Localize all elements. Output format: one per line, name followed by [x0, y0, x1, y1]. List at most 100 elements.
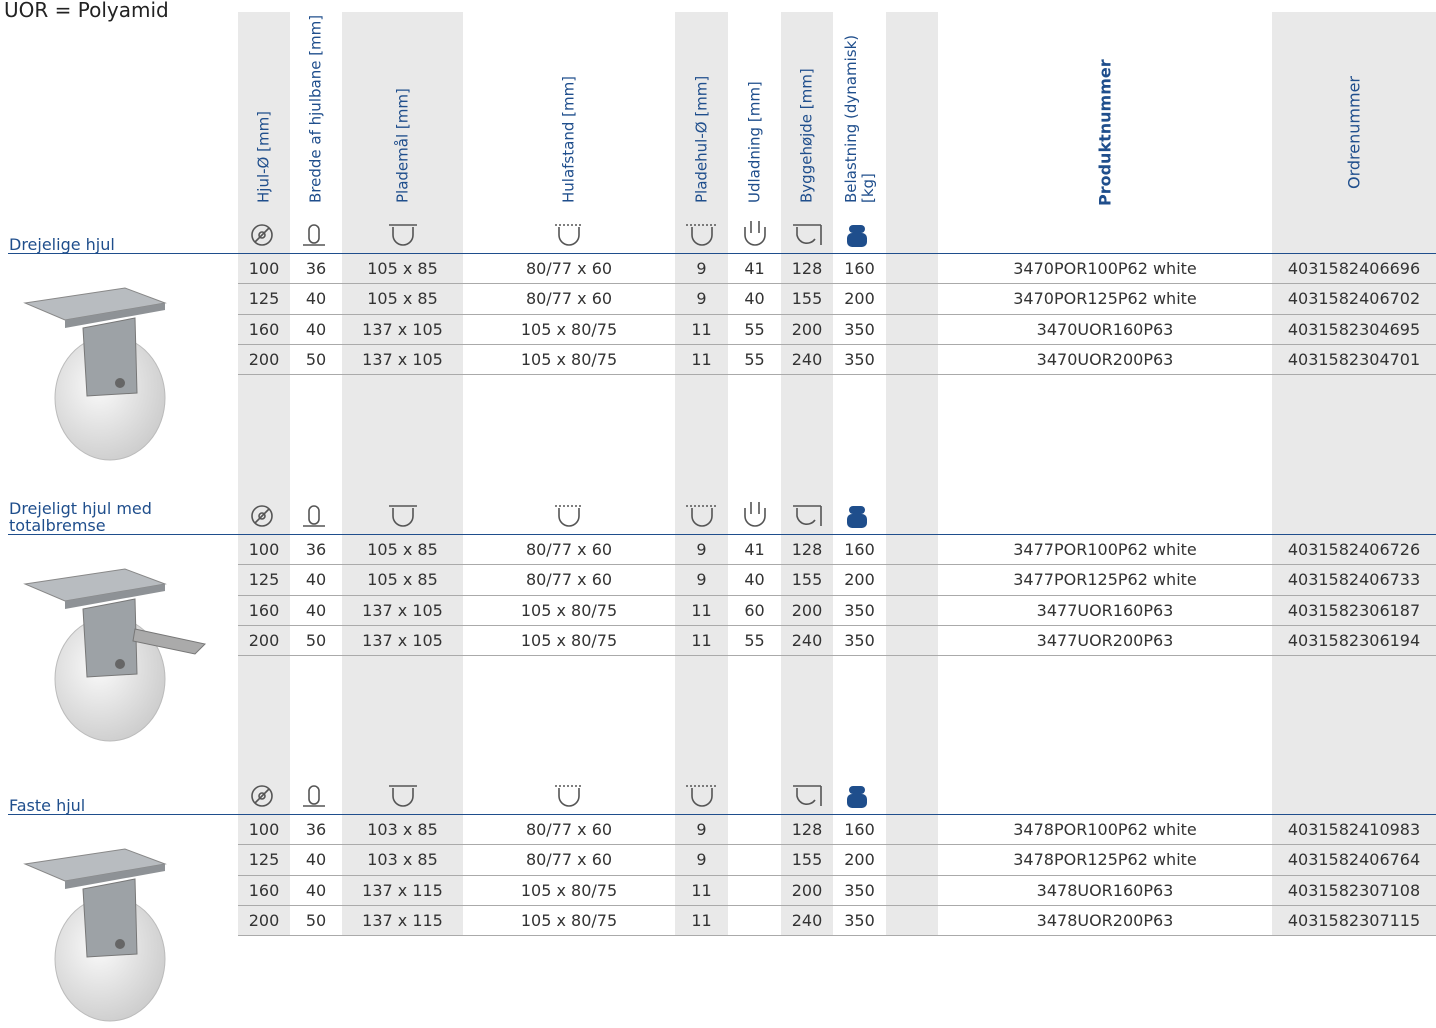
table-cell: 128 [791, 540, 823, 559]
row-rule [238, 904, 1436, 906]
table-cell: 155 [791, 289, 823, 309]
table-cell: 36 [305, 820, 327, 839]
column-header: Pladehul-Ø [mm] [692, 75, 710, 203]
section-label: Drejelige hjul [9, 235, 115, 254]
table-cell: 137 x 115 [362, 910, 443, 930]
column-shade [1272, 12, 1436, 937]
table-cell: 40 [305, 880, 327, 900]
section-rule [8, 534, 1436, 535]
table-cell: 3478UOR200P63 [1036, 910, 1174, 930]
table-cell: 350 [844, 600, 875, 620]
table-cell: 11 [691, 880, 712, 900]
table-cell: 11 [691, 319, 712, 339]
table-cell: 160 [844, 540, 875, 559]
row-rule [238, 313, 1436, 315]
table-cell: 350 [844, 319, 875, 339]
column-header: Ordrenummer [1344, 76, 1364, 190]
section-label: Drejeligt hjul med totalbremse [9, 499, 152, 535]
table-cell: 103 x 85 [367, 820, 438, 839]
product-image [15, 278, 215, 463]
table-cell: 36 [305, 540, 327, 559]
table-cell: 3470POR100P62 white [1013, 259, 1197, 278]
column-icon [300, 221, 332, 249]
table-cell: 100 [248, 259, 280, 278]
table-cell: 55 [744, 349, 765, 369]
table-cell: 240 [791, 349, 823, 369]
table-cell: 40 [305, 600, 327, 620]
table-cell: 200 [844, 850, 875, 870]
table-cell: 3478UOR160P63 [1036, 880, 1174, 900]
table-cell: 3470POR125P62 white [1013, 289, 1197, 309]
table-cell: 137 x 105 [362, 319, 443, 339]
column-icon [844, 782, 876, 810]
table-cell: 137 x 105 [362, 349, 443, 369]
table-cell: 40 [305, 289, 327, 309]
table-cell: 160 [248, 319, 280, 339]
column-shade [781, 12, 833, 937]
table-cell: 240 [791, 910, 823, 930]
table-cell: 105 x 85 [367, 570, 438, 590]
table-cell: 105 x 80/75 [520, 880, 618, 900]
column-icon [685, 502, 718, 530]
table-cell: 4031582410983 [1287, 820, 1421, 839]
row-rule [238, 283, 1436, 285]
table-cell: 155 [791, 570, 823, 590]
table-cell: 105 x 80/75 [520, 600, 618, 620]
row-rule [238, 594, 1436, 596]
table-cell: 100 [248, 540, 280, 559]
table-cell: 9 [696, 570, 707, 590]
table-cell: 3477UOR200P63 [1036, 630, 1174, 650]
table-cell: 350 [844, 910, 875, 930]
row-rule [238, 564, 1436, 566]
column-icon [844, 221, 876, 249]
column-icon [739, 221, 771, 249]
column-shade [886, 12, 938, 937]
table-cell: 4031582406733 [1287, 570, 1421, 590]
column-shade [342, 12, 463, 937]
column-icon [739, 502, 771, 530]
column-icon [300, 502, 332, 530]
table-cell: 80/77 x 60 [525, 850, 613, 870]
column-shade [238, 12, 290, 937]
table-cell: 80/77 x 60 [525, 289, 613, 309]
table-cell: 4031582307115 [1287, 910, 1421, 930]
column-icon [553, 502, 585, 530]
table-cell: 3478POR100P62 white [1013, 820, 1197, 839]
section-rule [8, 253, 1436, 254]
table-cell: 9 [696, 289, 707, 309]
table-cell: 3477POR100P62 white [1013, 540, 1197, 559]
table-cell: 55 [744, 319, 765, 339]
table-cell: 41 [744, 259, 765, 278]
row-rule [238, 844, 1436, 846]
table-cell: 60 [744, 600, 765, 620]
row-rule [238, 655, 1436, 657]
table-cell: 4031582306194 [1287, 630, 1421, 650]
table-cell: 200 [248, 349, 280, 369]
table-cell: 9 [696, 540, 707, 559]
table-cell: 105 x 85 [367, 259, 438, 278]
column-header: Plademål [mm] [393, 88, 411, 203]
column-header: Byggehøjde [mm] [797, 68, 816, 203]
product-image [15, 839, 215, 1024]
table-cell: 160 [248, 880, 280, 900]
table-cell: 160 [844, 820, 875, 839]
column-icon [248, 221, 280, 249]
table-cell: 240 [791, 630, 823, 650]
column-header: Produktnummer [1095, 59, 1115, 206]
table-cell: 137 x 115 [362, 880, 443, 900]
table-cell: 200 [248, 630, 280, 650]
table-cell: 40 [744, 570, 765, 590]
table-cell: 137 x 105 [362, 600, 443, 620]
table-cell: 350 [844, 349, 875, 369]
column-icon [248, 502, 280, 530]
row-rule [238, 624, 1436, 626]
column-icon [387, 782, 419, 810]
row-rule [238, 343, 1436, 345]
table-cell: 100 [248, 820, 280, 839]
page-title: UOR = Polyamid [4, 0, 169, 22]
table-cell: 80/77 x 60 [525, 820, 613, 839]
table-cell: 125 [248, 570, 280, 590]
table-cell: 105 x 85 [367, 289, 438, 309]
table-cell: 105 x 80/75 [520, 349, 618, 369]
table-cell: 3470UOR200P63 [1036, 349, 1174, 369]
